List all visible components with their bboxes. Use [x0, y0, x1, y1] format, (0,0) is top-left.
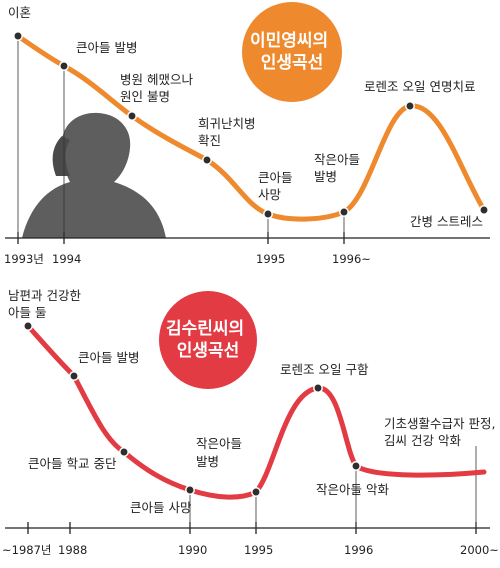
top-event-caregiving-stress: 간병 스트레스 — [410, 214, 483, 229]
top-event-no-diagnosis: 병원 헤맸으나 원인 불명 — [120, 72, 197, 104]
person-silhouette-image — [22, 112, 166, 238]
bottom-panel: ~1987년 1988 1990 1995 1996 2000~ — [2, 288, 499, 557]
bottom-event-younger-onset: 작은아들 발병 — [196, 436, 246, 469]
bottom-event-younger-onset-line1: 작은아들 — [196, 436, 242, 451]
top-event-no-diagnosis-line1: 병원 헤맸으나 — [120, 72, 193, 87]
top-event-labels: 이혼 큰아들 발병 병원 헤맸으나 원인 불명 희귀난치병 확진 큰아들 사망 … — [8, 5, 483, 229]
top-event-younger-onset-line1: 작은아들 — [314, 152, 360, 167]
bottom-year-2000: 2000~ — [460, 543, 499, 557]
bottom-event-eldest-death: 큰아들 사망 — [130, 500, 192, 515]
bottom-title-text: 김수린씨의 인생곡선 — [166, 319, 250, 361]
top-year-1994: 1994 — [52, 252, 81, 266]
bottom-year-1990: 1990 — [178, 543, 207, 557]
bottom-event-younger-worse: 작은아들 악화 — [316, 482, 389, 497]
top-event-lorenzo-oil: 로렌조 오일 연명치료 — [364, 79, 475, 94]
top-event-rare-disease-line2: 확진 — [198, 133, 221, 148]
bottom-year-1995: 1995 — [244, 543, 273, 557]
top-year-1996: 1996~ — [332, 252, 371, 266]
bottom-event-welfare-health-line1: 기초생활수급자 판정, — [384, 416, 495, 431]
bottom-event-welfare-health-line2: 김씨 건강 악화 — [384, 433, 461, 448]
bottom-event-healthy-family: 남편과 건강한 아들 둘 — [8, 288, 85, 320]
top-title-badge: 이민영씨의 인생곡선 — [242, 2, 342, 102]
bottom-title-badge: 김수린씨의 인생곡선 — [159, 291, 257, 389]
top-event-rare-disease-line1: 희귀난치병 — [198, 116, 256, 131]
bottom-markers — [23, 321, 361, 497]
bottom-event-eldest-onset: 큰아들 발병 — [78, 350, 139, 365]
top-title-text: 이민영씨의 인생곡선 — [250, 31, 334, 73]
top-event-eldest-death-line1: 큰아들 — [258, 170, 293, 185]
top-event-rare-disease: 희귀난치병 확진 — [198, 116, 260, 148]
bottom-event-welfare-health: 기초생활수급자 판정, 김씨 건강 악화 — [384, 416, 499, 448]
bottom-event-lorenzo-oil: 로렌조 오일 구함 — [280, 362, 369, 377]
top-event-eldest-death: 큰아들 사망 — [258, 170, 297, 202]
top-markers — [13, 31, 489, 219]
top-event-eldest-death-line2: 사망 — [258, 187, 282, 202]
bottom-event-healthy-family-line1: 남편과 건강한 — [8, 288, 81, 303]
bottom-guide-lines — [189, 446, 477, 528]
top-title-line2: 인생곡선 — [261, 53, 324, 73]
top-event-divorce: 이혼 — [8, 5, 31, 20]
top-panel: 1993년 1994 1995 1996~ 이혼 큰아 — [4, 2, 490, 266]
top-event-no-diagnosis-line2: 원인 불명 — [120, 89, 170, 104]
bottom-year-axis: ~1987년 1988 1990 1995 1996 2000~ — [2, 522, 499, 557]
top-event-younger-onset-line2: 발병 — [314, 169, 337, 184]
bottom-year-1987: ~1987년 — [2, 543, 51, 557]
bottom-title-line1: 김수린씨의 — [166, 319, 244, 339]
bottom-event-younger-onset-line2: 발병 — [196, 454, 219, 469]
bottom-event-labels: 남편과 건강한 아들 둘 큰아들 발병 큰아들 학교 중단 큰아들 사망 작은아… — [8, 288, 499, 515]
bottom-event-healthy-family-line2: 아들 둘 — [8, 305, 46, 320]
top-event-younger-onset: 작은아들 발병 — [314, 152, 364, 184]
bottom-year-1988: 1988 — [58, 543, 87, 557]
top-year-1993: 1993년 — [4, 252, 44, 266]
top-event-eldest-onset: 큰아들 발병 — [76, 40, 137, 55]
top-year-axis: 1993년 1994 1995 1996~ — [4, 232, 490, 266]
bottom-event-school-dropout: 큰아들 학교 중단 — [28, 456, 117, 471]
bottom-title-line2: 인생곡선 — [177, 341, 240, 361]
bottom-year-1996: 1996 — [344, 543, 373, 557]
top-year-1995: 1995 — [256, 252, 285, 266]
top-title-line1: 이민영씨의 — [250, 31, 328, 51]
